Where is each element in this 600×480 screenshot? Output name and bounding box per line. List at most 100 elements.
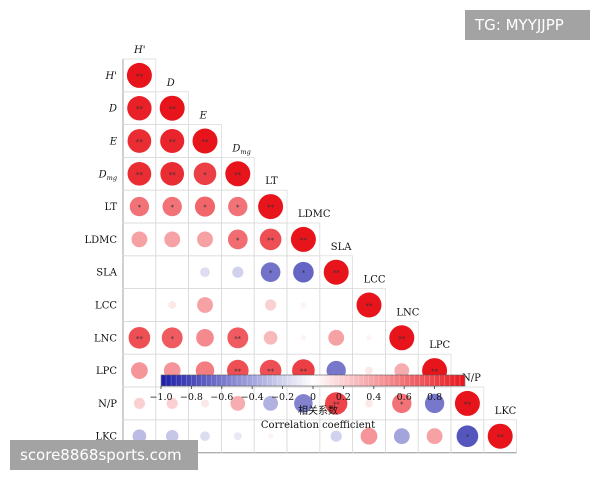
heatmap-cell bbox=[319, 321, 353, 355]
correlation-circle bbox=[258, 194, 284, 220]
colorbar-tick-label: 0.8 bbox=[427, 392, 442, 403]
correlation-circle bbox=[325, 392, 348, 415]
heatmap-cell: ** bbox=[122, 91, 157, 125]
correlation-circle bbox=[259, 228, 282, 251]
heatmap-cell bbox=[221, 419, 255, 453]
correlation-circle bbox=[133, 397, 145, 409]
colorbar-tick-label: 0.2 bbox=[336, 392, 351, 403]
heatmap-cell: ** bbox=[122, 124, 157, 158]
correlation-circle bbox=[294, 394, 313, 413]
heatmap-cell bbox=[155, 222, 189, 257]
correlation-circle bbox=[393, 428, 410, 445]
row-label: LCC bbox=[95, 301, 117, 312]
correlation-circle bbox=[164, 231, 181, 248]
heatmap-cell bbox=[122, 288, 157, 322]
significance-mark: ** bbox=[136, 171, 144, 179]
correlation-circle bbox=[366, 335, 372, 341]
correlation-circle bbox=[166, 397, 178, 409]
heatmap-cell bbox=[286, 288, 321, 322]
column-label: Dmg bbox=[231, 143, 250, 156]
cell-border bbox=[319, 288, 353, 322]
column-label: N/P bbox=[462, 373, 481, 384]
correlation-circle bbox=[128, 326, 151, 349]
heatmap-cell: * bbox=[286, 255, 321, 289]
heatmap-cell: ** bbox=[385, 321, 419, 355]
correlation-circle bbox=[160, 161, 185, 186]
correlation-circle bbox=[360, 427, 378, 445]
significance-mark: ** bbox=[202, 138, 210, 146]
heatmap-cell: * bbox=[122, 189, 157, 224]
correlation-circle bbox=[265, 299, 277, 311]
significance-mark: ** bbox=[136, 335, 144, 343]
correlation-circle bbox=[330, 430, 342, 442]
watermark-telegram: TG: MYYJJPP bbox=[465, 10, 590, 40]
column-label: LCC bbox=[364, 275, 386, 286]
heatmap-cell bbox=[155, 255, 189, 289]
column-label: H' bbox=[133, 45, 145, 56]
correlation-circle bbox=[365, 399, 373, 408]
correlation-circle bbox=[300, 302, 307, 308]
column-label: D bbox=[166, 78, 175, 89]
correlation-circle bbox=[161, 327, 183, 349]
heatmap-cell: * bbox=[188, 189, 222, 224]
heatmap-cell bbox=[188, 255, 222, 289]
correlation-circle bbox=[487, 423, 513, 449]
heatmap-cell bbox=[417, 419, 452, 453]
colorbar-tick-label: −0.6 bbox=[210, 392, 233, 403]
correlation-circle bbox=[192, 128, 218, 154]
watermark-website: score8868sports.com bbox=[10, 440, 198, 470]
correlation-circle bbox=[230, 396, 246, 411]
colorbar-label-cn: 相关系数 bbox=[298, 404, 338, 417]
correlation-circle bbox=[132, 429, 147, 444]
row-label: E bbox=[109, 137, 118, 148]
correlation-circle bbox=[323, 259, 349, 285]
correlation-circle bbox=[129, 196, 150, 217]
heatmap-cell bbox=[122, 222, 157, 257]
correlation-circle bbox=[197, 297, 213, 313]
significance-mark: ** bbox=[366, 302, 374, 310]
colorbar-tick-label: −0.4 bbox=[241, 392, 264, 403]
cell-border bbox=[122, 255, 157, 289]
heatmap-cell: * bbox=[221, 222, 255, 257]
heatmap-cell bbox=[253, 288, 288, 322]
significance-mark: * bbox=[236, 236, 240, 244]
correlation-circle bbox=[200, 431, 210, 442]
heatmap-cell: * bbox=[221, 189, 255, 224]
correlation-circle bbox=[200, 267, 210, 278]
correlation-circle bbox=[456, 425, 479, 448]
correlation-circle bbox=[193, 162, 217, 186]
variable-labels: H' H' D D E E Dmg Dmg LT LT LDMC LDMC SLA SLA LCC LCC LN… bbox=[84, 45, 516, 443]
row-label: LT bbox=[105, 202, 118, 213]
heatmap-cell: * bbox=[155, 189, 189, 224]
heatmap-cell bbox=[188, 288, 222, 322]
column-label: E bbox=[199, 111, 208, 122]
correlation-circle bbox=[127, 96, 152, 121]
correlation-circle bbox=[227, 327, 249, 349]
heatmap-cell: ** bbox=[319, 255, 353, 289]
significance-mark: ** bbox=[497, 433, 505, 441]
correlation-circle bbox=[233, 432, 242, 441]
column-label: LPC bbox=[429, 340, 450, 351]
significance-mark: ** bbox=[431, 368, 439, 376]
correlation-circle bbox=[160, 128, 185, 154]
significance-mark: ** bbox=[267, 368, 275, 376]
colorbar-label-en: Correlation coefficient bbox=[261, 420, 375, 431]
row-label: LDMC bbox=[84, 235, 117, 246]
significance-mark: ** bbox=[333, 269, 341, 277]
heatmap-cell: ** bbox=[155, 124, 189, 158]
correlation-circle bbox=[260, 262, 281, 283]
heatmap-cell bbox=[188, 222, 222, 257]
heatmap-cell bbox=[253, 321, 288, 355]
correlation-circle bbox=[356, 292, 382, 318]
heatmap-cell bbox=[122, 353, 157, 388]
colorbar-tick-label: −0.2 bbox=[271, 392, 294, 403]
colorbar-tick-label: 0 bbox=[310, 392, 316, 403]
heatmap-cell bbox=[385, 419, 419, 453]
significance-mark: ** bbox=[169, 138, 177, 146]
correlation-circle bbox=[165, 429, 179, 443]
significance-mark: * bbox=[400, 400, 404, 408]
significance-mark: ** bbox=[333, 400, 341, 408]
heatmap-cell: ** bbox=[155, 157, 189, 191]
correlation-circle bbox=[196, 328, 214, 347]
